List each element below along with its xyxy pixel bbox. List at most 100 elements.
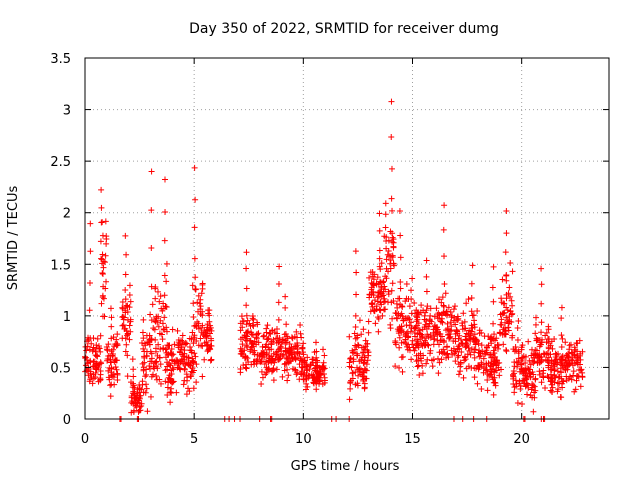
data-point (569, 362, 576, 369)
data-point (130, 373, 137, 380)
data-point (466, 335, 473, 342)
data-point (346, 359, 353, 366)
data-point (532, 330, 539, 337)
data-point (552, 350, 559, 357)
data-point (424, 356, 431, 363)
data-point (247, 322, 254, 329)
data-point (267, 331, 274, 338)
data-point (159, 336, 166, 343)
data-point (191, 255, 198, 262)
data-point (83, 347, 90, 354)
data-point (146, 336, 153, 343)
data-point (532, 387, 539, 394)
data-point (488, 340, 495, 347)
data-point (93, 366, 100, 373)
data-point (473, 337, 480, 344)
data-point (498, 322, 505, 329)
data-point (240, 318, 247, 325)
data-point (286, 341, 293, 348)
data-point (122, 287, 129, 294)
data-point (352, 323, 359, 330)
data-point (251, 351, 258, 358)
data-point (389, 207, 396, 214)
data-point (193, 338, 200, 345)
data-point (285, 359, 292, 366)
data-point (407, 328, 414, 335)
data-point (435, 370, 442, 377)
data-point (146, 363, 153, 370)
data-point (389, 315, 396, 322)
data-point (399, 313, 406, 320)
data-point (474, 308, 481, 315)
data-point (384, 299, 391, 306)
data-point (347, 379, 354, 386)
data-point (87, 335, 94, 342)
data-point (283, 354, 290, 361)
data-point (385, 248, 392, 255)
data-point (387, 260, 394, 267)
data-point (498, 299, 505, 306)
data-point (142, 342, 149, 349)
data-point (547, 371, 554, 378)
data-point (468, 322, 475, 329)
data-point (347, 354, 354, 361)
data-point (490, 320, 497, 327)
data-point (314, 368, 321, 375)
data-point (127, 328, 134, 335)
data-point (155, 341, 162, 348)
data-point (538, 379, 545, 386)
data-point (269, 367, 276, 374)
data-point (164, 359, 171, 366)
y-tick-label: 0.5 (50, 361, 71, 376)
data-point (319, 363, 326, 370)
data-point (412, 325, 419, 332)
data-point (361, 359, 368, 366)
data-point (423, 307, 430, 314)
data-point (107, 356, 114, 363)
data-point (167, 388, 174, 395)
data-point (501, 309, 508, 316)
data-point (412, 344, 419, 351)
data-point (388, 195, 395, 202)
data-point (423, 318, 430, 325)
data-point (98, 186, 105, 193)
data-point (439, 294, 446, 301)
data-point (163, 260, 170, 267)
data-point (423, 335, 430, 342)
data-point (349, 370, 356, 377)
data-point (199, 373, 206, 380)
data-point (552, 374, 559, 381)
data-point (199, 312, 206, 319)
data-point (562, 357, 569, 364)
data-point (191, 334, 198, 341)
data-point (95, 345, 102, 352)
data-point (549, 345, 556, 352)
data-point (259, 374, 266, 381)
data-point (182, 341, 189, 348)
data-point (377, 278, 384, 285)
data-point (434, 329, 441, 336)
data-point (364, 340, 371, 347)
data-point (127, 318, 134, 325)
data-point (258, 368, 265, 375)
data-point (389, 254, 396, 261)
data-point (258, 381, 265, 388)
data-point (257, 358, 264, 365)
data-point (148, 350, 155, 357)
data-point (161, 314, 168, 321)
data-point (194, 299, 201, 306)
data-point (501, 325, 508, 332)
data-point (419, 362, 426, 369)
data-point (191, 350, 198, 357)
data-point (197, 296, 204, 303)
data-point (367, 269, 374, 276)
data-point (403, 322, 410, 329)
data-point (273, 325, 280, 332)
data-point (155, 313, 162, 320)
data-point (237, 345, 244, 352)
data-point (371, 308, 378, 315)
data-point (314, 369, 321, 376)
data-point (88, 374, 95, 381)
data-point (275, 316, 282, 323)
data-point (192, 286, 199, 293)
